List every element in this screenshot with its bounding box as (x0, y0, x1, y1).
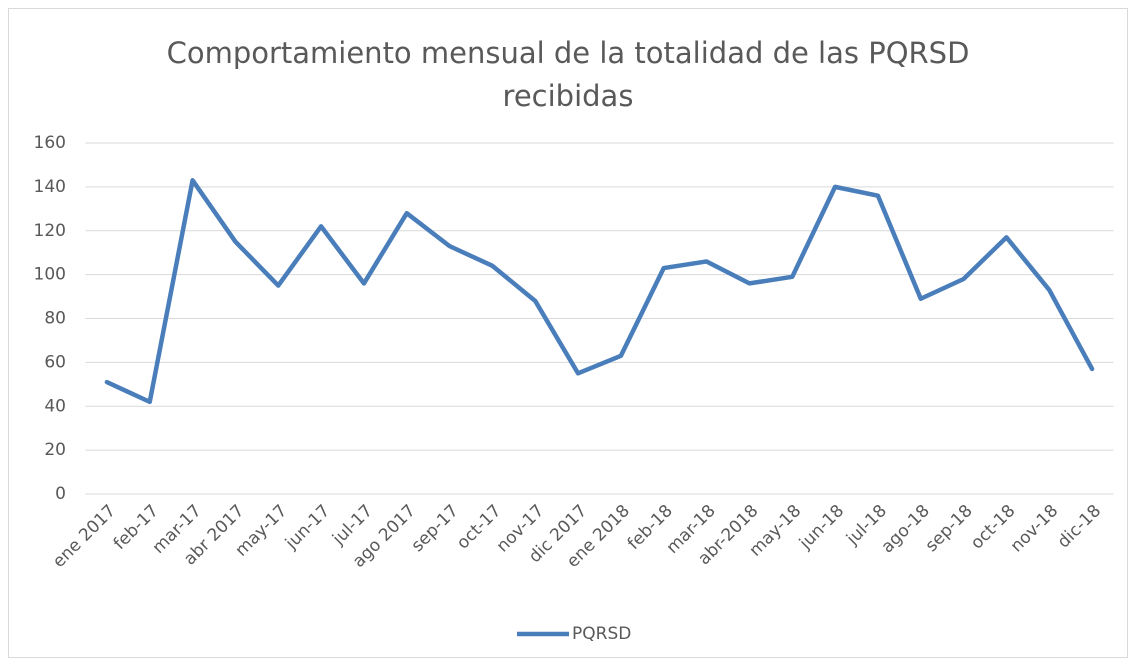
y-tick-label: 0 (55, 484, 66, 504)
chart-border (8, 8, 1128, 658)
y-tick-label: 120 (34, 221, 66, 241)
chart-title: Comportamiento mensual de la totalidad d… (167, 36, 970, 70)
y-tick-label: 20 (44, 440, 66, 460)
y-tick-label: 100 (34, 265, 66, 285)
y-tick-label: 40 (44, 396, 66, 416)
y-tick-label: 160 (34, 133, 66, 153)
y-tick-label: 140 (34, 177, 66, 197)
line (104, 178, 1095, 405)
y-tick-label: 80 (44, 309, 66, 329)
y-tick-label: 60 (44, 352, 66, 372)
chart-subtitle: recibidas (503, 79, 634, 113)
legend-label: PQRSD (572, 624, 631, 644)
